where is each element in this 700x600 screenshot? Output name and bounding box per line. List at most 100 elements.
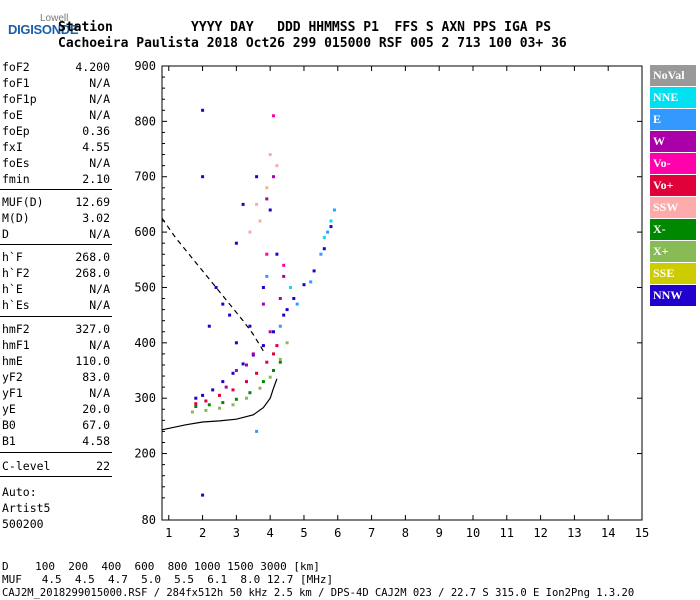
point-x- [221,401,225,405]
legend-item-x-: X+ [650,241,696,262]
x-tick-label: 9 [436,526,443,540]
param-label: h`F2 [2,266,30,280]
point-e [326,230,330,234]
param-row-h-f2: h`F2 268.0 [2,266,110,282]
legend-item-w: W [650,131,696,152]
param-row-hme: hmE 110.0 [2,354,110,370]
param-row-yf1: yF1 N/A [2,386,110,402]
param-value: N/A [89,386,110,400]
point-x- [261,380,265,384]
point-nnw [241,362,245,366]
auto-program: Artist5 [2,501,51,515]
point-nnw [201,175,205,179]
y-tick-label: 600 [134,225,156,239]
point-x- [194,405,198,408]
point-nnw [275,252,279,256]
point-w [224,385,228,389]
param-label: foF1 [2,76,30,90]
electron-density-profile-curve [161,378,278,431]
param-value: 0.36 [82,124,110,138]
point-x- [218,406,221,410]
point-nnw [285,308,289,312]
legend-item-noval: NoVal [650,65,696,86]
x-tick-label: 2 [199,526,206,540]
header-line-1: Station YYYY DAY DDD HHMMSS P1 FFS S AXN… [58,20,552,35]
point-vo- [231,388,235,392]
param-value: 4.58 [82,434,110,448]
point-x- [207,403,211,407]
param-label: foE [2,108,23,122]
point-w [261,302,265,306]
param-value: 67.0 [82,418,110,432]
param-value: 20.0 [82,402,110,416]
point-nnw [201,108,205,112]
param-value: 268.0 [75,266,110,280]
x-tick-label: 13 [567,526,581,540]
param-label: D [2,227,9,241]
param-label: M(D) [2,211,30,225]
param-separator [0,316,112,317]
param-label: yE [2,402,16,416]
point-nnw [214,286,218,289]
point-vo- [272,352,275,356]
x-tick-label: 3 [233,526,240,540]
point-x- [234,397,238,401]
point-vo- [272,114,275,118]
legend-item-vo-: Vo- [650,153,696,174]
x-tick-label: 15 [635,526,649,540]
point-nne [329,219,333,223]
point-nnw [292,297,296,300]
point-ssw [258,219,262,223]
point-vo- [245,380,248,384]
param-value: 2.10 [82,172,110,186]
point-w [282,274,286,278]
legend-item-x-: X- [650,219,696,240]
param-row-c-level: C-level 22 [2,459,110,475]
point-nnw [255,175,259,179]
param-label: yF1 [2,386,23,400]
param-value: 12.69 [75,195,110,209]
point-nnw [312,269,316,273]
point-ssw [275,164,279,168]
param-label: hmE [2,354,23,368]
param-row-ye: yE 20.0 [2,402,110,418]
x-tick-label: 14 [601,526,615,540]
param-row-fmin: fmin 2.10 [2,172,110,188]
point-nnw [231,371,235,375]
point-x- [190,410,194,414]
param-value: 110.0 [75,354,110,368]
param-row-h-f: h`F 268.0 [2,250,110,266]
point-x- [285,341,289,345]
param-label: foEp [2,124,30,138]
y-tick-label: 400 [134,336,156,350]
x-tick-label: 10 [466,526,480,540]
point-e [309,280,313,284]
param-row-fof1: foF1 N/A [2,76,110,92]
param-label: foF2 [2,60,30,74]
x-tick-label: 6 [334,526,341,540]
point-ssw [248,230,252,234]
point-vo- [275,344,279,348]
param-label: h`E [2,282,23,296]
point-e [319,252,323,256]
legend-item-nnw: NNW [650,285,696,306]
extrapolated-profile-curve [161,217,264,352]
param-row-muf-d-: MUF(D) 12.69 [2,195,110,211]
point-ssw [265,186,269,190]
point-e [278,324,282,328]
param-value: N/A [89,227,110,241]
x-tick-label: 1 [165,526,172,540]
logo-lowell-text: Lowell [40,13,69,24]
param-row-b1: B1 4.58 [2,434,110,450]
legend-item-vo-: Vo+ [650,175,696,196]
point-x- [268,375,272,379]
point-nnw [221,380,225,384]
y-tick-label: 300 [134,391,156,405]
param-label: fxI [2,140,23,154]
legend-item-ssw: SSW [650,197,696,218]
point-nne [322,236,326,240]
param-row-d: D N/A [2,227,110,243]
param-label: B1 [2,434,16,448]
point-vo- [255,371,259,375]
param-value: N/A [89,298,110,312]
